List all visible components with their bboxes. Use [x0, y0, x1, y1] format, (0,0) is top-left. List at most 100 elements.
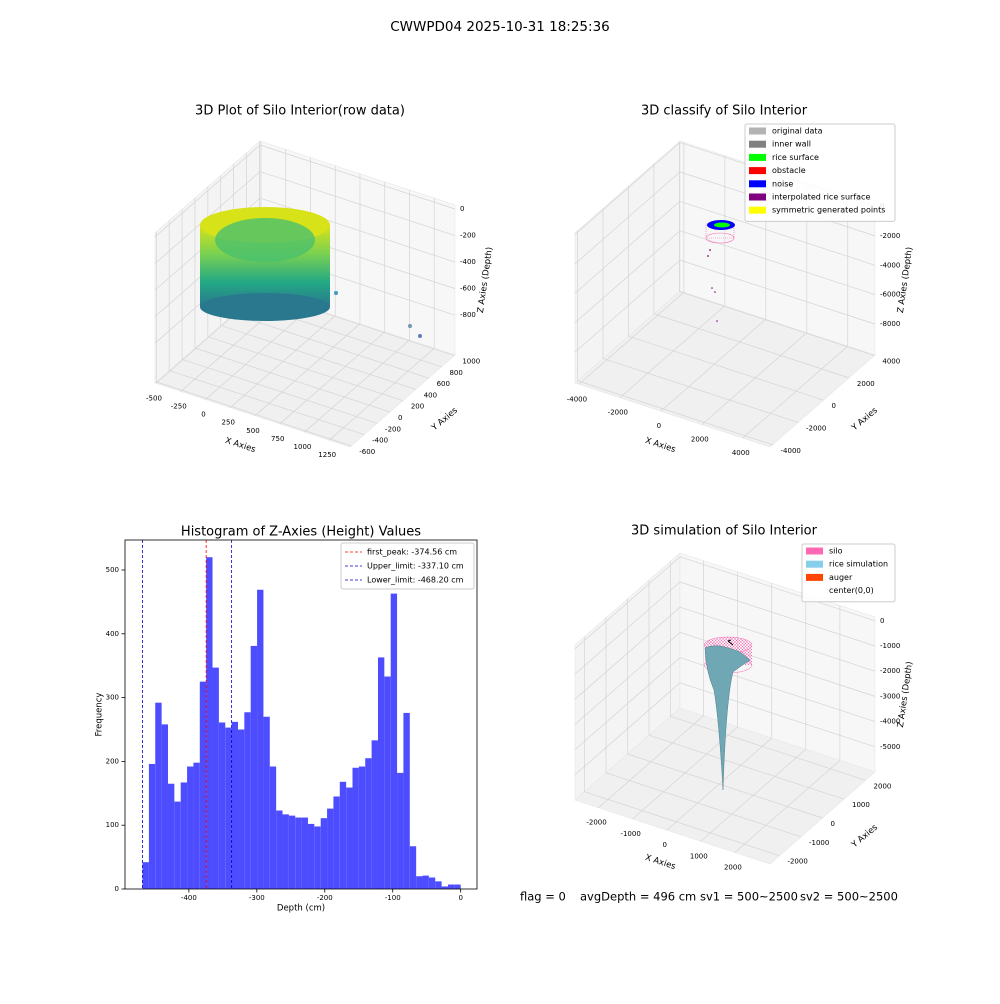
grid-line — [574, 581, 681, 675]
x-tick-label: -400 — [181, 894, 197, 902]
chart-title: 3D Plot of Silo Interior(row data) — [195, 104, 405, 119]
grid-line — [259, 171, 456, 236]
rice-surface-points — [714, 222, 730, 228]
bar — [180, 782, 188, 889]
point — [418, 334, 422, 338]
grid-line — [194, 347, 391, 413]
bar — [263, 716, 270, 889]
grid-line — [679, 556, 876, 622]
bar — [403, 712, 410, 889]
point — [707, 255, 709, 257]
y-tick-label: -200 — [385, 425, 401, 433]
z-tick-label: -8000 — [880, 320, 900, 328]
z-axis-label: Z Axies (Depth) — [476, 246, 495, 313]
grid-line — [229, 315, 336, 408]
point — [709, 249, 711, 251]
grid-line — [679, 682, 876, 748]
x-tick-label: 250 — [222, 419, 235, 427]
grid-line — [205, 307, 311, 400]
y-tick-label: -600 — [359, 448, 375, 456]
y-tick-label: 200 — [106, 757, 119, 765]
bar — [397, 772, 404, 889]
x-tick-label: 750 — [271, 435, 284, 443]
y-tick-label: 300 — [106, 694, 119, 702]
bar — [339, 781, 347, 889]
legend-swatch — [749, 167, 766, 175]
y-tick-label: -1000 — [809, 839, 829, 847]
silo-bottom — [705, 232, 735, 244]
grid-line — [619, 305, 726, 398]
grid-line — [574, 682, 681, 776]
chart-title: 3D simulation of Silo Interior — [631, 524, 818, 539]
bar — [390, 593, 398, 889]
legend-swatch — [749, 193, 766, 201]
y-tick-label: 600 — [437, 380, 450, 388]
legend-label: first_peak: -374.56 cm — [367, 548, 457, 557]
z-tick-label: -4000 — [880, 718, 900, 726]
axes-frame — [124, 539, 478, 890]
bar — [174, 801, 181, 889]
x-tick-label: 2000 — [691, 436, 709, 444]
bar — [237, 729, 245, 889]
legend-swatch — [749, 140, 766, 148]
footer-text: sv2 = 500~2500 — [800, 890, 898, 904]
x-tick-label: -100 — [385, 894, 401, 902]
grid-line — [701, 332, 808, 425]
legend-label: auger — [829, 573, 853, 582]
bar — [365, 758, 372, 889]
bar — [320, 818, 328, 889]
x-axis-label: X Axies — [644, 853, 677, 872]
bar — [167, 783, 175, 889]
legend-label: noise — [772, 179, 793, 188]
grid-line — [679, 291, 875, 356]
legend-label: rice surface — [772, 153, 819, 162]
legend-label: original data — [772, 127, 823, 136]
grid-line — [233, 313, 429, 379]
grid-line — [156, 381, 352, 447]
legend-box — [744, 123, 896, 222]
bar — [199, 681, 207, 889]
legend-label: Lower_limit: -468.20 cm — [367, 576, 464, 585]
x-axis-label: Depth (cm) — [277, 904, 325, 914]
grid-line — [605, 772, 802, 838]
plot-contents — [200, 207, 753, 791]
grid-line — [679, 581, 876, 647]
bar — [155, 702, 162, 889]
bar — [435, 881, 442, 889]
grid-line — [574, 201, 681, 294]
z-tick-label: -400 — [460, 258, 476, 266]
grid-line — [578, 292, 685, 385]
y-tick-label: 800 — [449, 369, 462, 377]
z-tick-label: -2000 — [880, 232, 900, 240]
grid-line — [181, 358, 378, 424]
point — [711, 287, 713, 289]
y-tick-label: 4000 — [882, 358, 900, 366]
legend-label: silo — [829, 547, 843, 556]
x-tick-label: 0 — [201, 411, 205, 419]
bar — [346, 787, 353, 889]
footer-text: avgDepth = 496 cm — [580, 890, 696, 904]
legend-label: Upper_limit: -337.10 cm — [367, 562, 464, 571]
bar — [441, 886, 448, 889]
legend-box — [801, 543, 896, 603]
bar — [187, 766, 194, 889]
grid-line — [304, 339, 410, 433]
grid-line — [628, 335, 824, 401]
y-tick-label: 1000 — [852, 801, 870, 809]
z-tick-label: -4000 — [880, 261, 900, 269]
y-tick-label: -400 — [372, 437, 388, 445]
legend-swatch — [749, 206, 766, 214]
chart-title: 3D classify of Silo Interior — [641, 104, 808, 119]
bar — [371, 740, 378, 889]
chart-title: Histogram of Z-Axies (Height) Values — [181, 525, 421, 540]
grid-line — [279, 331, 385, 425]
bar — [301, 817, 308, 889]
legend-swatch — [806, 560, 823, 568]
y-tick-label: 1000 — [462, 358, 480, 366]
grid-line — [742, 345, 848, 439]
bar — [352, 767, 359, 889]
footer-text: flag = 0 — [520, 890, 566, 904]
point — [716, 320, 718, 322]
x-tick-label: -500 — [146, 394, 162, 402]
